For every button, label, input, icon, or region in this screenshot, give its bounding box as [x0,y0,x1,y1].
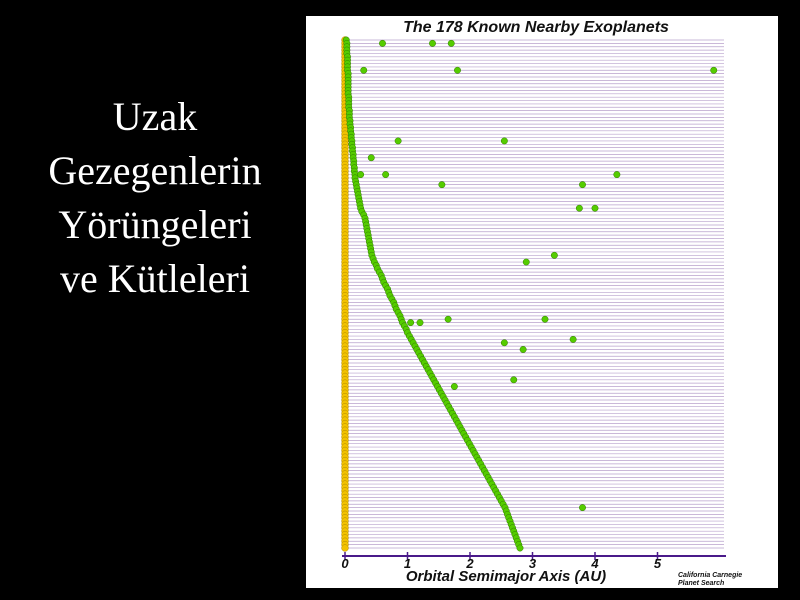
outer-planet-marker [575,204,583,212]
x-tick-label: 2 [465,556,474,571]
outer-planet-marker [360,66,368,74]
outer-planet-marker [444,315,452,323]
outer-planet-marker [500,339,508,347]
outer-planet-marker [579,504,586,512]
outer-planet-marker [500,137,508,145]
outer-planet-marker [379,39,386,47]
outer-planet-marker [382,171,390,179]
planet-marker [516,544,524,552]
x-axis-ticks: 0 1 2 3 4 5 [341,552,662,571]
outer-planet-marker [579,181,586,189]
outer-planet-marker [429,39,436,47]
slide-title-line-4: ve Kütleleri [60,256,250,301]
credit-line-1: California Carnegie [678,572,742,579]
outer-planet-marker [438,181,446,189]
outer-planet-marker [394,137,402,145]
outer-planet-marker [357,171,365,179]
outer-planet-marker [407,319,415,327]
outer-planet-marker [519,346,527,353]
outer-planet-marker [541,315,549,323]
outer-planet-marker [569,335,577,343]
outer-planet-marker [510,376,518,384]
x-axis-label: Orbital Semimajor Axis (AU) [406,568,606,585]
x-tick-label: 3 [529,556,537,571]
exoplanet-chart: The 178 Known Nearby Exoplanets 0 1 2 3 4 5 O… [341,19,742,587]
exoplanet-chart-panel: The 178 Known Nearby Exoplanets 0 1 2 3 4 5 O… [306,16,778,588]
host-stars [341,36,349,552]
x-tick-label: 0 [341,556,349,571]
credit-line-2: Planet Search [678,580,724,587]
x-tick-label: 5 [654,556,662,571]
outer-planet-marker [591,204,599,212]
outer-planet-marker [550,251,558,259]
x-tick-label: 1 [404,556,411,571]
outer-planet-marker [450,383,458,390]
outer-planet-marker [367,154,375,162]
outer-planet-marker [416,319,424,327]
outer-planet-marker [710,66,718,74]
outer-planet-marker [447,39,455,47]
slide-title-line-3: Yörüngeleri [58,202,252,247]
slide-title: Uzak Gezegenlerin Yörüngeleri ve Kütlele… [20,90,290,306]
host-star [341,544,349,552]
outer-planet-marker [522,258,530,266]
chart-title: The 178 Known Nearby Exoplanets [403,19,669,36]
slide-title-line-1: Uzak [112,94,198,139]
x-tick-label: 4 [590,556,599,571]
planet-markers [342,36,718,552]
outer-planet-marker [613,171,621,179]
outer-planet-marker [454,66,461,74]
orbit-lines [345,39,724,549]
slide-title-line-2: Gezegenlerin [48,148,262,193]
